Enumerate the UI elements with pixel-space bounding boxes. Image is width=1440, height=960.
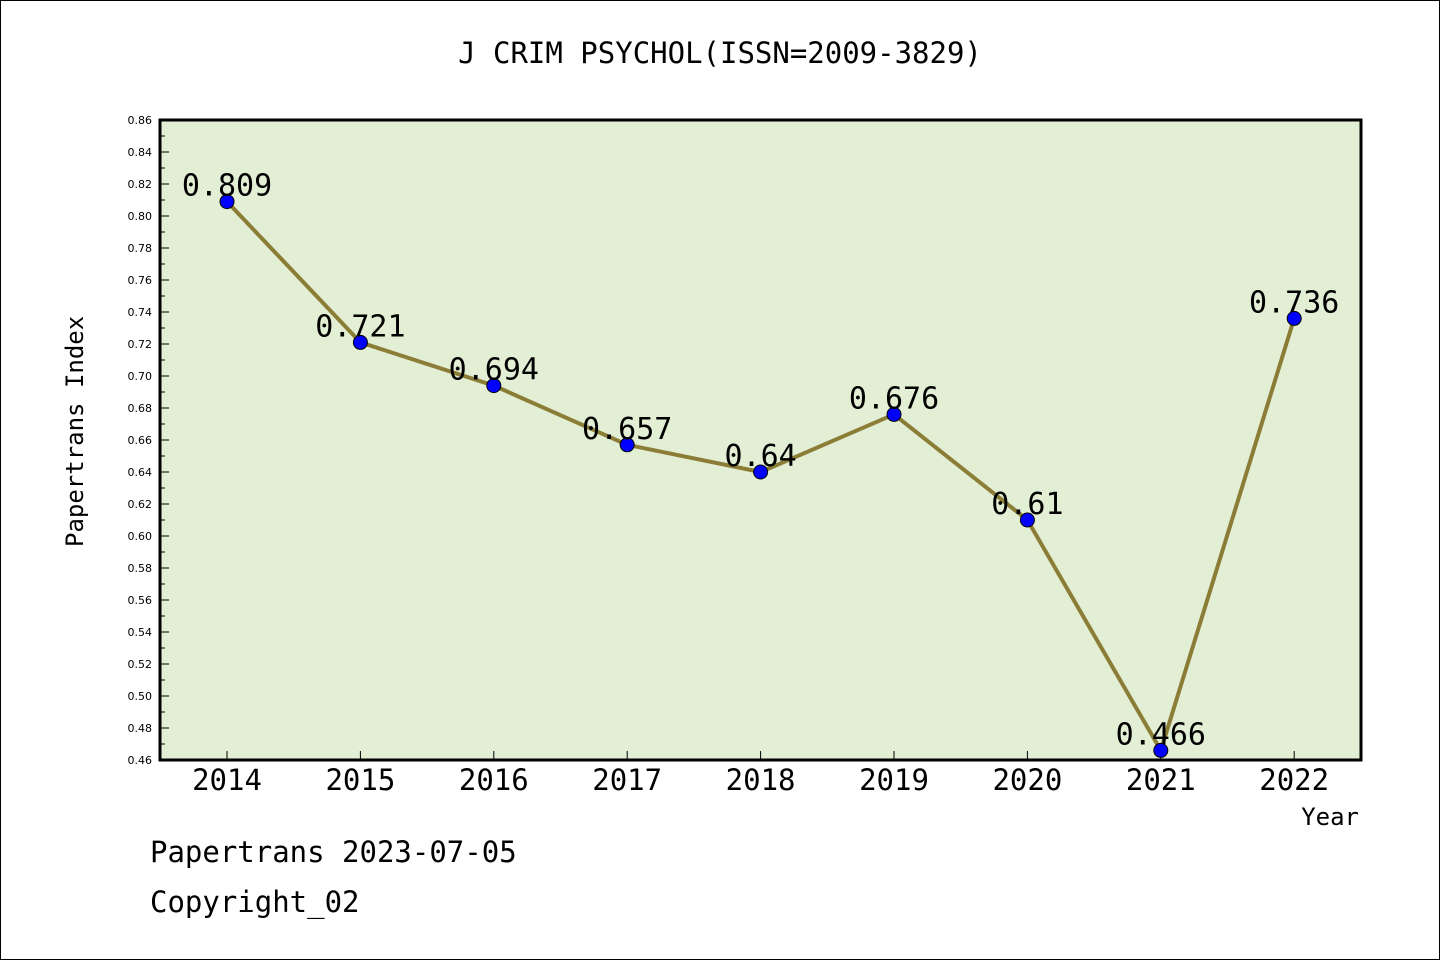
x-tick-label: 2022	[1259, 763, 1329, 797]
data-point	[219, 194, 235, 210]
data-point	[486, 378, 502, 394]
data-label: 0.64	[724, 439, 796, 474]
y-axis-label: Papertrans Index	[61, 315, 89, 547]
plot-border	[158, 118, 1363, 762]
x-tick-label: 2015	[325, 763, 395, 797]
y-tick-label: 0.52	[128, 658, 153, 671]
data-point	[886, 406, 902, 422]
data-label: 0.61	[991, 487, 1063, 522]
x-tick-label: 2020	[992, 763, 1062, 797]
y-tick-label: 0.56	[128, 594, 153, 607]
y-tick-label: 0.84	[128, 146, 153, 159]
x-tick-label: 2018	[726, 763, 796, 797]
data-label: 0.809	[182, 169, 272, 204]
y-tick-label: 0.72	[128, 338, 153, 351]
data-label: 0.721	[315, 309, 405, 344]
y-tick-label: 0.54	[128, 626, 153, 639]
footer-date: Papertrans 2023-07-05	[150, 835, 517, 869]
data-label: 0.694	[449, 353, 539, 388]
y-tick-label: 0.58	[128, 562, 153, 575]
y-tick-label: 0.48	[128, 722, 153, 735]
y-tick-label: 0.86	[128, 114, 153, 127]
data-label: 0.736	[1249, 285, 1339, 320]
plot-area	[160, 120, 1361, 760]
data-label: 0.657	[582, 412, 672, 447]
y-tick-label: 0.76	[128, 274, 153, 287]
y-tick-label: 0.80	[128, 210, 153, 223]
footer-copyright: Copyright_02	[150, 885, 360, 919]
y-tick-label: 0.78	[128, 242, 153, 255]
x-tick-label: 2019	[859, 763, 929, 797]
data-point	[1019, 512, 1035, 528]
data-point	[619, 437, 635, 453]
data-point	[1153, 742, 1169, 758]
y-tick-label: 0.66	[128, 434, 153, 447]
y-tick-label: 0.62	[128, 498, 153, 511]
y-tick-label: 0.82	[128, 178, 153, 191]
y-tick-label: 0.46	[128, 754, 153, 767]
y-tick-label: 0.70	[128, 370, 153, 383]
y-tick-label: 0.74	[128, 306, 153, 319]
data-label: 0.466	[1116, 717, 1206, 752]
x-tick-label: 2017	[592, 763, 662, 797]
y-tick-label: 0.50	[128, 690, 153, 703]
y-tick-label: 0.64	[128, 466, 153, 479]
data-label: 0.676	[849, 381, 939, 416]
x-tick-label: 2014	[192, 763, 262, 797]
x-axis-label: Year	[1301, 803, 1359, 831]
x-tick-label: 2021	[1126, 763, 1196, 797]
data-point	[753, 464, 769, 480]
x-tick-label: 2016	[459, 763, 529, 797]
chart-title: J CRIM PSYCHOL(ISSN=2009-3829)	[458, 36, 982, 70]
data-point	[1286, 310, 1302, 326]
data-point	[352, 334, 368, 350]
y-tick-label: 0.60	[128, 530, 153, 543]
y-tick-label: 0.68	[128, 402, 153, 415]
